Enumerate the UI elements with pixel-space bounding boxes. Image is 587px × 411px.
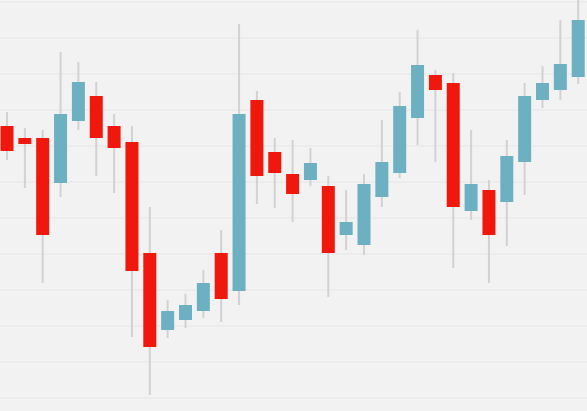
candle-body: [0, 126, 14, 151]
candle-body: [553, 64, 567, 90]
candle-body: [179, 305, 192, 320]
candle-body: [411, 65, 425, 118]
candle-body: [536, 83, 549, 100]
candle-body: [428, 75, 442, 90]
candle-body: [232, 114, 246, 291]
candle-body: [268, 152, 282, 173]
candle-body: [161, 311, 175, 330]
candle-body: [375, 162, 389, 197]
candle-body: [500, 156, 514, 202]
candle-body: [357, 184, 371, 245]
candle-body: [36, 138, 50, 235]
candle-body: [18, 138, 32, 144]
candle-body: [125, 142, 139, 271]
candle-body: [321, 186, 335, 253]
candle-body: [71, 82, 85, 121]
candle-body: [303, 163, 317, 180]
candle-body: [143, 253, 157, 347]
candle-body: [214, 253, 228, 299]
candle-body: [339, 222, 353, 235]
candle-body: [571, 20, 585, 77]
candle-body: [446, 83, 460, 207]
candle-body: [89, 96, 103, 138]
candle-body: [250, 100, 264, 176]
candle-body: [464, 184, 478, 211]
candle-body: [286, 174, 300, 194]
candle-body: [107, 126, 121, 148]
candle-body: [482, 190, 496, 235]
candle-body: [518, 96, 532, 162]
candle-body: [196, 283, 210, 311]
candle-body: [54, 114, 68, 183]
candle-body: [393, 106, 407, 173]
